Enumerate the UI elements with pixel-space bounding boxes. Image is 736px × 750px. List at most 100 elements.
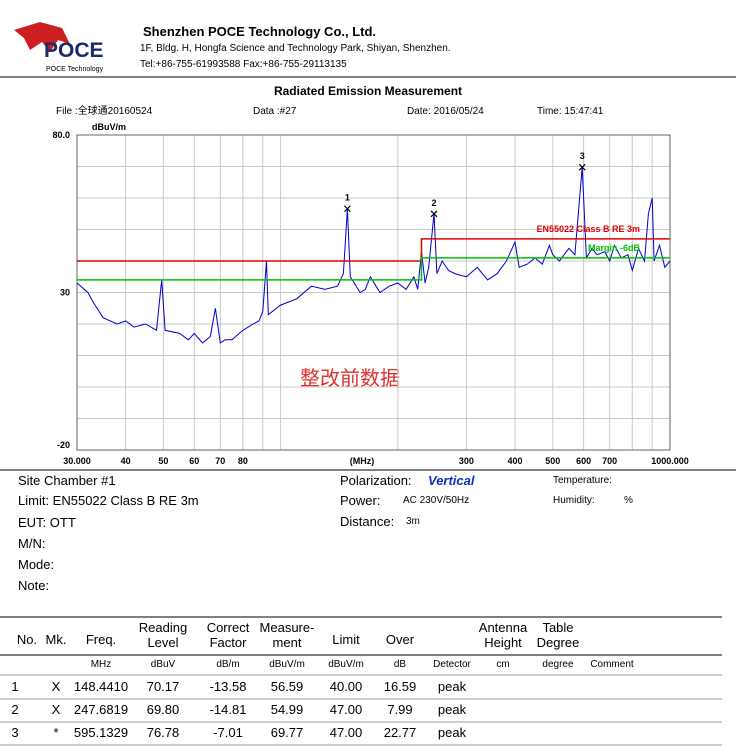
table-header: No. [17, 632, 37, 647]
humidity-unit: % [624, 495, 633, 506]
report-title: Radiated Emission Measurement [274, 84, 462, 98]
file: File :全球通20160524 [56, 104, 153, 117]
y-tick-label: 80.0 [52, 130, 70, 140]
table-cell: 40.00 [330, 679, 363, 694]
polarization: Vertical [428, 473, 475, 488]
mn: M/N: [18, 536, 45, 551]
table-cell: 22.77 [384, 725, 417, 740]
series-label: Margin -6dB [588, 243, 641, 253]
table-header: Limit [332, 632, 360, 647]
x-tick-label: 70 [215, 456, 225, 466]
table-header: Level [147, 635, 178, 650]
table-cell: 3 [11, 725, 18, 740]
table-header: Factor [210, 635, 248, 650]
table-cell: * [53, 725, 58, 740]
y-tick-label: 30 [60, 288, 70, 298]
time: Time: 15:47:41 [537, 106, 604, 117]
annotation: 整改前数据 [300, 367, 400, 390]
company: Shenzhen POCE Technology Co., Ltd. [143, 24, 376, 39]
table-header: Freq. [86, 632, 116, 647]
table-unit: MHz [91, 659, 112, 670]
humidity: Humidity: [553, 495, 595, 506]
x-tick-label: 60 [189, 456, 199, 466]
table-unit: degree [542, 659, 574, 670]
table-cell: 54.99 [271, 702, 304, 717]
trace [76, 167, 671, 344]
table-cell: X [52, 679, 61, 694]
limit: Limit: EN55022 Class B RE 3m [18, 493, 199, 508]
table-unit: Detector [433, 659, 471, 670]
table-cell: 247.6819 [74, 702, 128, 717]
table-header: Correct [207, 620, 250, 635]
table-header: Height [484, 635, 522, 650]
x-tick-label: 700 [602, 456, 617, 466]
table-cell: -7.01 [213, 725, 243, 740]
logo-sub: POCE Technology [46, 66, 104, 73]
distance-label: Distance: [340, 514, 394, 529]
logo-text: POCE [44, 39, 104, 62]
temperature: Temperature: [553, 475, 612, 486]
marker-label: 1 [345, 193, 350, 203]
note: Note: [18, 578, 49, 593]
marker-label: 2 [431, 198, 436, 208]
table-cell: 69.77 [271, 725, 304, 740]
table-cell: 1 [11, 679, 18, 694]
polarization-label: Polarization: [340, 473, 412, 488]
power-label: Power: [340, 493, 380, 508]
marker [578, 163, 586, 171]
x-tick-label: 50 [158, 456, 168, 466]
table-header: Antenna [479, 620, 528, 635]
limit-line [77, 238, 670, 262]
mode: Mode: [18, 557, 54, 572]
x-tick-label: 30.000 [63, 456, 91, 466]
table-cell: 76.78 [147, 725, 180, 740]
table-header: Table [542, 620, 573, 635]
x-tick-label: 500 [545, 456, 560, 466]
table-cell: peak [438, 725, 467, 740]
table-unit: dBuV [151, 659, 176, 670]
table-cell: 2 [11, 702, 18, 717]
x-tick-label: 400 [508, 456, 523, 466]
x-tick-label: 80 [238, 456, 248, 466]
table-cell: 16.59 [384, 679, 417, 694]
x-tick-label: 40 [121, 456, 131, 466]
table-unit: dBuV/m [269, 659, 305, 670]
table-cell: peak [438, 679, 467, 694]
table-cell: -13.58 [210, 679, 247, 694]
x-tick-label: 600 [576, 456, 591, 466]
table-cell: peak [438, 702, 467, 717]
marker-label: 3 [580, 151, 585, 161]
table-header: Reading [139, 620, 187, 635]
table-unit: dBuV/m [328, 659, 364, 670]
address: 1F, Bldg. H, Hongfa Science and Technolo… [140, 43, 451, 54]
eut: EUT: OTT [18, 515, 76, 530]
table-header: Over [386, 632, 415, 647]
table-unit: Comment [590, 659, 634, 670]
table-cell: -14.81 [210, 702, 247, 717]
table-cell: X [52, 702, 61, 717]
data-no: Data :#27 [253, 106, 297, 117]
power: AC 230V/50Hz [403, 495, 469, 506]
table-cell: 56.59 [271, 679, 304, 694]
x-axis-label: (MHz) [350, 456, 375, 466]
limit-line [77, 257, 670, 281]
table-cell: 69.80 [147, 702, 180, 717]
table-header: ment [273, 635, 302, 650]
table-header: Mk. [46, 632, 67, 647]
date: Date: 2016/05/24 [407, 106, 484, 117]
series-label: EN55022 Class B RE 3m [536, 224, 640, 234]
contact: Tel:+86-755-61993588 Fax:+86-755-2911313… [140, 59, 347, 70]
marker [343, 205, 351, 213]
table-cell: 47.00 [330, 702, 363, 717]
table-cell: 70.17 [147, 679, 180, 694]
table-cell: 7.99 [387, 702, 412, 717]
table-cell: 47.00 [330, 725, 363, 740]
table-unit: dB/m [216, 659, 239, 670]
logo-mark [14, 22, 70, 52]
y-tick-label: -20 [57, 440, 70, 450]
x-tick-label: 300 [459, 456, 474, 466]
table-cell: 595.1329 [74, 725, 128, 740]
table-unit: dB [394, 659, 407, 670]
plot-frame [76, 134, 671, 451]
